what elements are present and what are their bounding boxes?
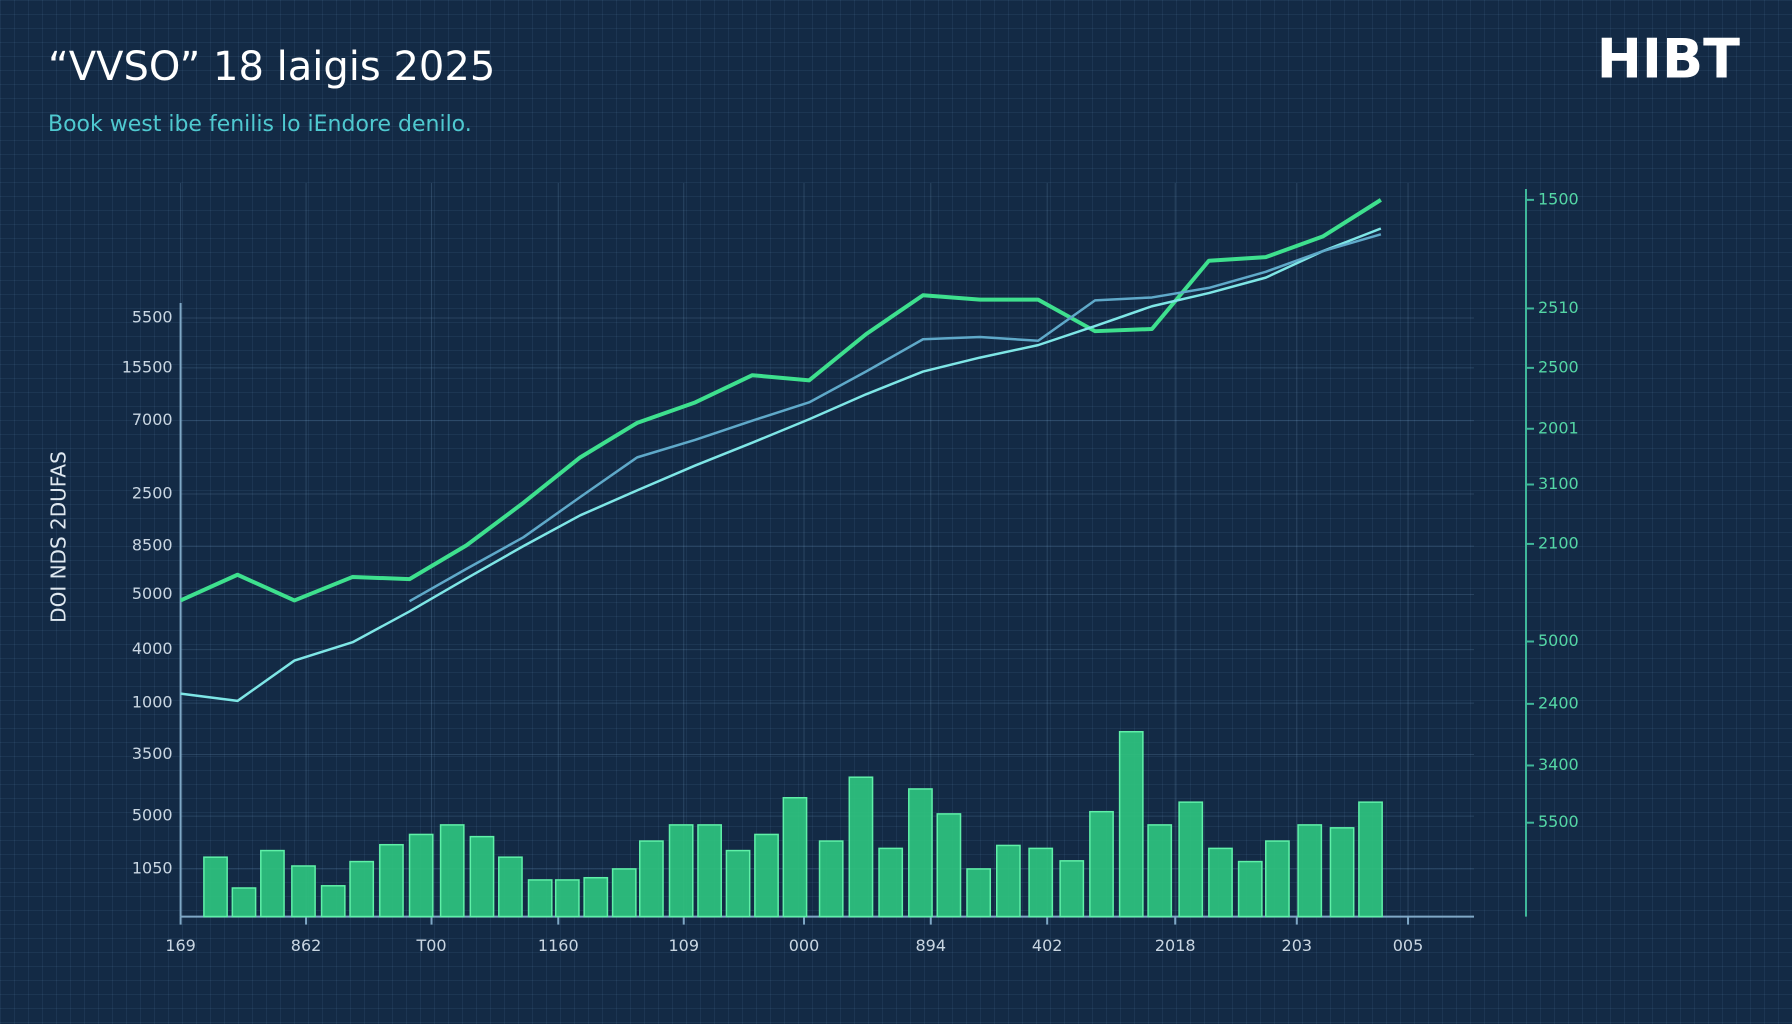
x-tick-label: 402 bbox=[1032, 936, 1063, 955]
x-tick-label: 1160 bbox=[538, 936, 579, 955]
bar bbox=[908, 788, 933, 918]
y2-tick-label: 1500 bbox=[1538, 189, 1579, 208]
bar bbox=[498, 856, 523, 918]
bar bbox=[639, 840, 664, 918]
line-series bbox=[179, 198, 1382, 603]
y-tick-label: 1000 bbox=[132, 693, 173, 712]
bar bbox=[203, 856, 228, 918]
bar bbox=[848, 776, 874, 918]
x-tick-label: 169 bbox=[165, 936, 196, 955]
bar bbox=[818, 840, 844, 918]
y-tick-label: 3500 bbox=[132, 744, 173, 763]
y-axis-label: DOI NDS 2DUFAS bbox=[47, 451, 71, 623]
bar bbox=[349, 860, 375, 918]
bar bbox=[1028, 847, 1054, 918]
bar bbox=[291, 865, 316, 918]
bar bbox=[379, 843, 404, 918]
y-tick-label: 4000 bbox=[132, 639, 173, 658]
bar bbox=[966, 868, 992, 918]
bar bbox=[668, 824, 694, 918]
bar bbox=[878, 847, 904, 918]
bar bbox=[995, 844, 1021, 918]
bar bbox=[231, 887, 257, 918]
bar bbox=[583, 876, 609, 918]
y-tick-label: 1050 bbox=[132, 858, 173, 877]
bar bbox=[469, 835, 495, 918]
bar bbox=[754, 833, 779, 918]
bar bbox=[1237, 860, 1263, 918]
y2-tick-label: 3400 bbox=[1538, 755, 1579, 774]
y-tick-label: 15500 bbox=[122, 357, 173, 376]
y-tick-label: 5500 bbox=[132, 307, 173, 326]
x-tick-label: 000 bbox=[789, 936, 820, 955]
y-tick-label: 5000 bbox=[132, 806, 173, 825]
bar bbox=[1208, 847, 1233, 918]
bar bbox=[1089, 810, 1114, 918]
bar bbox=[697, 824, 722, 918]
logo: HIBT bbox=[1597, 28, 1740, 91]
bar bbox=[320, 885, 346, 918]
line-series bbox=[180, 227, 1382, 703]
y-tick-label: 5000 bbox=[132, 584, 173, 603]
bar bbox=[611, 868, 637, 918]
bar bbox=[782, 797, 808, 918]
y2-tick-label: 5000 bbox=[1538, 631, 1579, 650]
bar bbox=[1265, 840, 1290, 918]
line-series bbox=[408, 233, 1382, 603]
bar bbox=[936, 813, 962, 918]
x-tick-label: 2018 bbox=[1155, 936, 1196, 955]
bar bbox=[1329, 827, 1355, 918]
x-tick-label: 894 bbox=[915, 936, 946, 955]
y2-tick-label: 2100 bbox=[1538, 533, 1579, 552]
bar bbox=[1118, 730, 1144, 918]
y2-tick-label: 5500 bbox=[1538, 812, 1579, 831]
y2-tick-label: 2510 bbox=[1538, 298, 1579, 317]
y2-tick-label: 2001 bbox=[1538, 418, 1579, 437]
y-tick-label: 8500 bbox=[132, 536, 173, 555]
y2-tick-label: 2400 bbox=[1538, 693, 1579, 712]
bar bbox=[1147, 824, 1173, 918]
bar bbox=[1297, 824, 1323, 918]
x-tick-label: 203 bbox=[1282, 936, 1313, 955]
chart-subtitle: Book west ibe fenilis lo iEndore denilo. bbox=[48, 112, 472, 137]
y-tick-label: 7000 bbox=[132, 410, 173, 429]
x-tick-label: T00 bbox=[415, 936, 446, 955]
y-tick-label: 2500 bbox=[132, 484, 173, 503]
bar bbox=[1358, 801, 1383, 918]
x-tick-label: 862 bbox=[291, 936, 322, 955]
y2-tick-label: 2500 bbox=[1538, 357, 1579, 376]
bar bbox=[260, 849, 285, 918]
x-tick-label: 109 bbox=[668, 936, 699, 955]
bar bbox=[439, 824, 465, 918]
y2-tick-label: 3100 bbox=[1538, 474, 1579, 493]
bar bbox=[408, 833, 434, 918]
bar bbox=[1059, 860, 1085, 918]
bar bbox=[554, 879, 580, 918]
x-tick-label: 005 bbox=[1393, 936, 1424, 955]
bar bbox=[725, 849, 751, 918]
bar bbox=[527, 879, 553, 918]
bar bbox=[1178, 801, 1204, 918]
chart-title: “VVSO” 18 laigis 2025 bbox=[48, 44, 495, 90]
